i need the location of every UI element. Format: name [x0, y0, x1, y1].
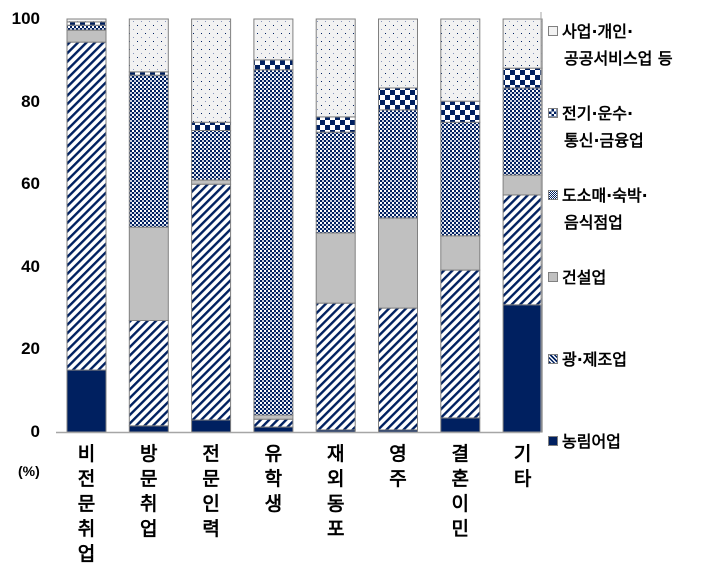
dotted-swatch-icon — [548, 26, 558, 36]
bar-segment — [191, 130, 232, 181]
y-tick-100: 100 — [11, 9, 40, 28]
bar-segment — [440, 100, 481, 123]
bar-segment — [378, 18, 418, 89]
x-tick-label: 재외동포 — [326, 443, 345, 540]
bar-segment — [502, 174, 543, 196]
y-axis-unit: (%) — [18, 463, 40, 479]
legend-label: 사업·개인· — [562, 22, 634, 41]
bar-segment — [253, 414, 294, 420]
bar-segment — [378, 109, 418, 219]
bar-segment — [191, 179, 232, 185]
legend-label: 도소매·숙박· — [562, 186, 648, 205]
bar-segment — [440, 18, 481, 102]
y-tick-80: 80 — [21, 92, 40, 111]
bar-segment — [378, 87, 418, 111]
y-tick-20: 20 — [21, 339, 40, 358]
bar-segment — [253, 418, 294, 428]
bar-segment — [66, 41, 107, 371]
x-tick-label: 기타 — [513, 443, 532, 490]
bar-segment — [378, 217, 418, 309]
legend-label: 농림어업 — [562, 432, 621, 451]
bar-segment — [440, 121, 481, 237]
legend-label-line2: 통신·금융업 — [564, 131, 644, 150]
bar-segment — [191, 419, 232, 433]
bar-segment — [253, 426, 294, 433]
bar-segment — [440, 417, 481, 433]
legend-item-agriculture: 농림어업 — [548, 428, 621, 455]
bar-segment — [253, 18, 294, 61]
bar-segment — [315, 18, 356, 118]
bar-segment — [315, 232, 356, 304]
bar-segment — [315, 131, 356, 234]
y-tick-60: 60 — [21, 174, 40, 193]
bar-segment — [253, 59, 294, 71]
gray-swatch-icon — [548, 272, 558, 282]
legend-label-line2: 공공서비스업 등 — [564, 49, 673, 68]
x-tick-label: 전문인력 — [202, 443, 220, 540]
bar-segment — [66, 24, 107, 31]
bar-segment — [191, 183, 232, 421]
large-checker-swatch-icon — [548, 108, 558, 118]
bar-segment — [191, 18, 232, 123]
bar-segment — [66, 18, 107, 23]
y-tick-0: 0 — [30, 422, 40, 441]
legend-label: 광·제조업 — [562, 350, 627, 369]
x-tick-label: 결혼이민 — [451, 443, 470, 540]
navy-swatch-icon — [548, 436, 558, 446]
bar-segment — [502, 304, 543, 433]
bar-segment — [315, 116, 356, 133]
legend-item-construction: 건설업 — [548, 264, 606, 291]
bar-segment — [502, 194, 543, 306]
legend-item-retail: 도소매·숙박· 음식점업 — [548, 182, 648, 236]
bar-segment — [502, 18, 543, 69]
y-tick-40: 40 — [21, 257, 40, 276]
stripe-swatch-icon — [548, 354, 558, 364]
bar-segment — [315, 302, 356, 431]
bar-segment — [440, 235, 481, 271]
bar-segment — [66, 29, 107, 43]
x-tick-label: 비전문취업 — [77, 443, 96, 565]
bar-segment — [128, 18, 169, 73]
bar-segment — [128, 74, 169, 228]
bars-group — [66, 18, 543, 433]
bar-segment — [378, 307, 418, 431]
bar-segment — [191, 121, 232, 132]
x-tick-label: 유학생 — [264, 443, 283, 515]
legend-item-services: 사업·개인· 공공서비스업 등 — [548, 18, 673, 72]
bar-segment — [253, 69, 294, 416]
bar-segment — [502, 87, 543, 176]
bar-segment — [66, 369, 107, 433]
fine-checker-swatch-icon — [548, 190, 558, 200]
x-tick-label: 방문취업 — [140, 443, 158, 540]
x-tick-label: 영주 — [389, 443, 407, 490]
bar-segment — [128, 425, 169, 433]
bar-segment — [128, 226, 169, 321]
bar-segment — [502, 67, 543, 89]
bar-segment — [128, 319, 169, 427]
bar-segment — [440, 269, 481, 419]
legend-label: 전기·운수· — [562, 104, 634, 123]
legend-item-manufacturing: 광·제조업 — [548, 346, 627, 373]
legend-item-utilities: 전기·운수· 통신·금융업 — [548, 100, 644, 154]
legend-label: 건설업 — [562, 268, 607, 287]
legend-label-line2: 음식점업 — [564, 213, 623, 232]
